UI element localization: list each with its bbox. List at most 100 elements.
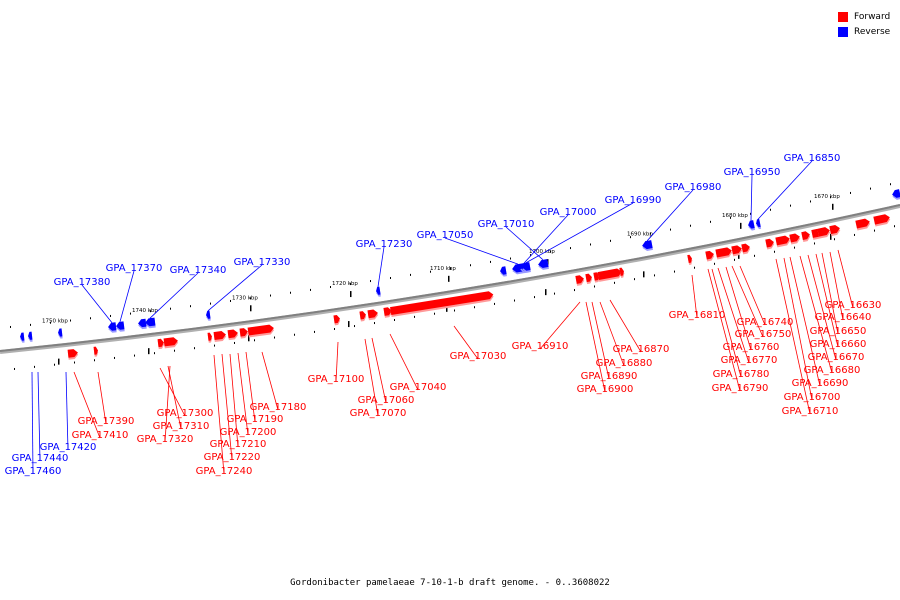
minor-tick xyxy=(34,365,35,368)
gene-arrow xyxy=(538,259,549,268)
gene-arrow xyxy=(775,235,790,246)
major-tick xyxy=(832,203,834,210)
gene-label-leader xyxy=(37,371,41,462)
gene-arrow xyxy=(206,310,211,319)
minor-tick xyxy=(694,266,695,269)
reverse-gene xyxy=(522,262,531,273)
gene-label-leader xyxy=(377,246,385,287)
gene-label: GPA_16850 xyxy=(784,153,841,164)
minor-tick xyxy=(730,216,731,219)
gene-label-leader xyxy=(453,325,479,360)
gene-label-leader xyxy=(646,189,694,242)
minor-tick xyxy=(854,233,855,236)
minor-tick xyxy=(890,183,891,186)
minor-tick xyxy=(410,273,411,276)
gene-label: GPA_17070 xyxy=(350,408,407,419)
gene-label: GPA_16680 xyxy=(804,365,861,376)
major-tick-below xyxy=(348,321,350,328)
gene-label-leader xyxy=(539,301,581,350)
gene-label: GPA_17190 xyxy=(227,414,284,425)
gene-label-leader xyxy=(799,255,833,374)
gene-label: GPA_17100 xyxy=(308,374,365,385)
minor-tick xyxy=(70,319,71,322)
minor-tick xyxy=(350,283,351,286)
tick-label: 1680 kbp xyxy=(722,213,748,219)
minor-tick xyxy=(574,289,575,292)
minor-tick xyxy=(750,212,751,215)
minor-tick xyxy=(830,196,831,199)
gene-label-leader xyxy=(711,268,742,378)
minor-tick xyxy=(130,312,131,315)
gene-arrow xyxy=(585,273,592,283)
forward-gene xyxy=(367,309,379,321)
gene-label-leader xyxy=(213,354,225,475)
tick-label: 1690 kbp xyxy=(627,231,653,237)
minor-tick xyxy=(530,254,531,257)
gene-arrow xyxy=(145,317,156,327)
gene-label-leader xyxy=(717,267,750,364)
gene-label: GPA_16900 xyxy=(577,384,634,395)
minor-tick xyxy=(870,187,871,190)
reverse-gene xyxy=(892,189,900,200)
gene-arrow xyxy=(20,332,25,341)
forward-gene xyxy=(801,231,811,242)
gene-arrow xyxy=(207,332,212,341)
gene-arrow xyxy=(789,233,800,243)
forward-gene xyxy=(207,332,213,343)
gene-arrow xyxy=(687,254,692,264)
gene-label: GPA_17240 xyxy=(196,466,253,477)
gene-arrow xyxy=(873,214,890,225)
gene-arrow xyxy=(67,349,78,358)
reverse-gene xyxy=(28,331,33,342)
forward-gene xyxy=(789,233,801,245)
minor-tick xyxy=(334,328,335,331)
gene-arrow xyxy=(575,275,584,284)
forward-gene xyxy=(705,250,715,262)
minor-tick xyxy=(794,246,795,249)
forward-gene xyxy=(585,273,593,285)
reverse-gene xyxy=(138,318,147,330)
minor-tick xyxy=(234,341,235,344)
gene-label-leader xyxy=(149,272,199,319)
minor-tick xyxy=(630,236,631,239)
gene-arrow xyxy=(108,322,117,331)
minor-tick xyxy=(814,242,815,245)
gene-label-leader xyxy=(821,252,839,335)
gene-label: GPA_16810 xyxy=(669,310,726,321)
gene-label-leader xyxy=(837,249,854,309)
tick-label: 1710 kbp xyxy=(430,266,456,272)
forward-gene xyxy=(817,227,831,239)
minor-tick xyxy=(454,309,455,312)
minor-tick xyxy=(170,307,171,310)
gene-label: GPA_16910 xyxy=(512,341,569,352)
minor-tick xyxy=(390,276,391,279)
major-tick xyxy=(448,275,450,282)
gene-label-leader xyxy=(775,258,811,415)
minor-tick xyxy=(374,322,375,325)
gene-label-leader xyxy=(609,299,642,353)
gene-label-leader xyxy=(691,274,698,319)
reverse-gene xyxy=(538,259,549,270)
minor-tick xyxy=(654,274,655,277)
gene-label-leader xyxy=(789,256,821,387)
gene-label: GPA_17010 xyxy=(478,219,535,230)
legend-item-forward: Forward xyxy=(838,9,890,24)
gene-label: GPA_17330 xyxy=(234,257,291,268)
tick-label: 1750 kbp xyxy=(42,319,68,325)
gene-label: GPA_17310 xyxy=(153,421,210,432)
gene-label-leader xyxy=(364,338,379,417)
gene-label: GPA_17210 xyxy=(210,439,267,450)
minor-tick xyxy=(10,325,11,328)
minor-tick xyxy=(50,321,51,324)
gene-label: GPA_16700 xyxy=(784,392,841,403)
gene-label: GPA_16980 xyxy=(665,182,722,193)
minor-tick xyxy=(634,278,635,281)
minor-tick xyxy=(134,354,135,357)
reverse-gene xyxy=(108,322,117,333)
gene-label-leader xyxy=(159,367,186,417)
gene-arrow xyxy=(28,331,33,340)
gene-label: GPA_17030 xyxy=(450,351,507,362)
gene-label-leader xyxy=(525,202,634,264)
